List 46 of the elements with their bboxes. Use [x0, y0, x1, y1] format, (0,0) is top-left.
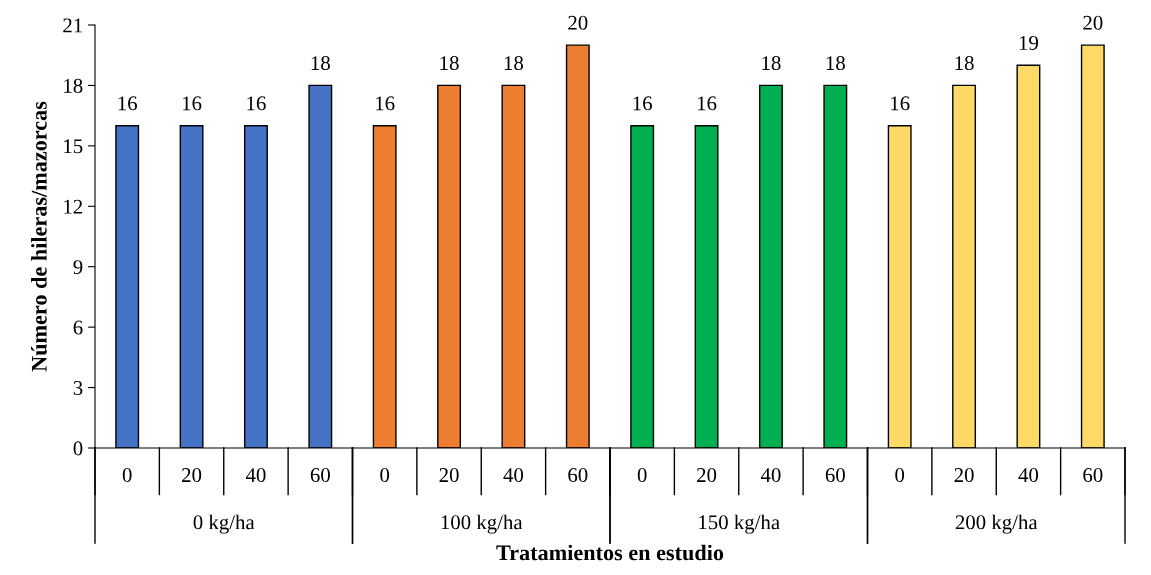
data-label: 20 — [1083, 15, 1103, 30]
text: 100 kg/ha — [441, 514, 523, 534]
y-axis-title: Número de hileras/mazorcas — [31, 101, 47, 372]
text: 200 kg/ha — [955, 514, 1038, 534]
data-label: 20 — [568, 15, 588, 30]
data-label: 18 — [504, 56, 524, 71]
data-label: 16 — [633, 96, 652, 111]
x-tick-label: 0 — [380, 468, 390, 483]
x-tick-label: 40 — [245, 468, 266, 483]
x-tick-label: 60 — [310, 468, 330, 483]
x-tick-label: 60 — [1083, 468, 1103, 483]
x-tick-label: 40 — [760, 468, 781, 483]
text: 150 kg/ha — [699, 514, 780, 534]
data-label: 16 — [247, 96, 266, 111]
y-tick-label: 9 — [73, 260, 83, 275]
y-tick-label: 15 — [64, 139, 83, 154]
x-tick-label: 0 — [122, 468, 132, 483]
y-tick-label: 18 — [64, 78, 83, 93]
data-label: 16 — [697, 96, 717, 111]
data-label: 18 — [440, 56, 459, 71]
data-label: 16 — [891, 96, 910, 111]
text: 0 kg/ha — [193, 514, 255, 534]
data-label: 18 — [826, 56, 845, 71]
x-tick-label: 0 — [637, 468, 647, 483]
y-tick-label: 3 — [73, 381, 83, 395]
x-tick-label: 40 — [1018, 468, 1039, 483]
data-label: 16 — [118, 96, 137, 111]
x-tick-label: 20 — [182, 468, 202, 483]
x-axis-title: Tratamientos en estudio — [496, 544, 724, 561]
x-tick-label: 20 — [954, 468, 974, 483]
data-label: 18 — [311, 56, 330, 71]
y-tick-label: 6 — [73, 320, 83, 335]
data-label: 16 — [182, 96, 202, 111]
x-tick-label: 40 — [503, 468, 524, 483]
x-tick-label: 20 — [439, 468, 459, 483]
x-tick-label: 0 — [895, 468, 905, 483]
x-tick-label: 60 — [568, 468, 588, 483]
y-tick-label: 12 — [64, 199, 83, 214]
data-label: 18 — [762, 56, 781, 71]
data-label: 16 — [376, 96, 395, 111]
data-label: 19 — [1019, 35, 1038, 50]
y-tick-label: 0 — [73, 441, 83, 456]
x-tick-label: 60 — [825, 468, 845, 483]
data-label: 18 — [955, 56, 974, 71]
y-tick-label: 21 — [63, 18, 82, 33]
x-tick-label: 20 — [697, 468, 717, 483]
